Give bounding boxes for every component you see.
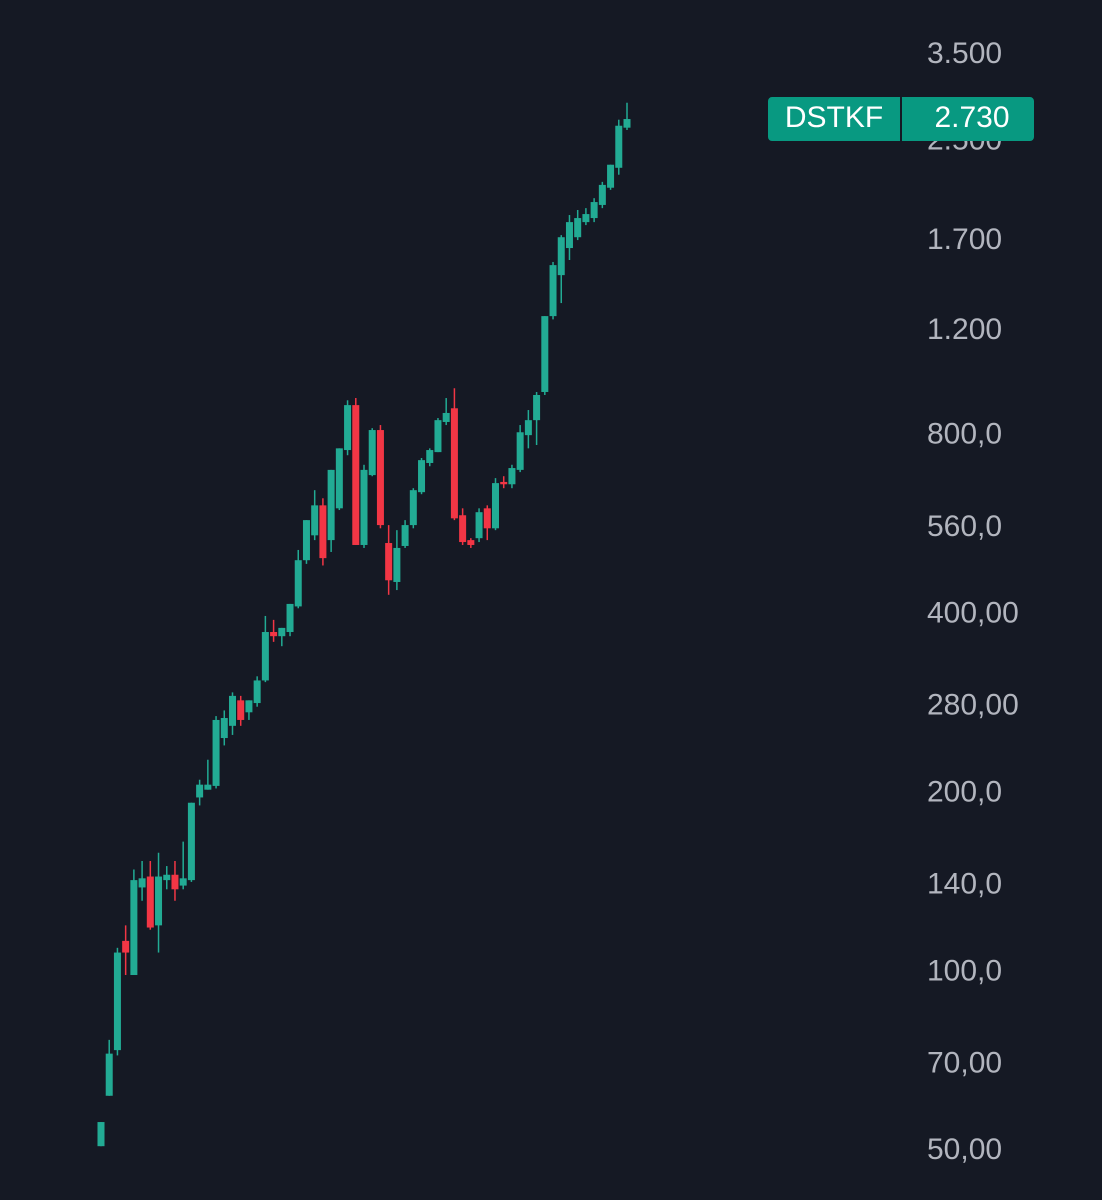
candle-body [598,184,606,205]
candle-body [409,490,417,526]
candle-body [475,512,483,539]
badge-symbol: DSTKF [785,101,883,134]
y-tick-label: 50,00 [927,1133,1002,1166]
candle-body [376,430,384,526]
y-tick-label: 1.200 [927,313,1002,346]
candle-body [368,430,376,476]
candle-body [237,700,245,720]
y-tick-label: 3.500 [927,37,1002,70]
badge-price: 2.730 [934,101,1009,134]
candle-body [360,469,368,545]
candle-body [204,784,212,790]
candle-body [163,874,171,881]
candle-body [212,719,220,786]
candle-body [557,237,565,276]
candle-body [549,265,557,317]
candle-body [450,408,458,519]
y-tick-label: 200,0 [927,775,1002,808]
y-axis: 3.5002.5001.7001.200800,0560,0400,00280,… [927,37,1019,1166]
candle-body [524,420,532,436]
candle-body [327,469,335,541]
candle-body [582,214,590,223]
candle-body [261,632,269,681]
candle-body [418,460,426,493]
candle-body [574,218,582,238]
candle-body [352,405,360,545]
candle-body [615,125,623,168]
candle-body [565,222,573,249]
candle-body [385,543,393,581]
candle-body [516,432,524,470]
y-tick-label: 560,0 [927,510,1002,543]
candle-body [607,164,615,188]
candle-body [179,878,187,886]
candle-body [196,784,204,798]
candle-body [508,468,516,485]
candle-body [533,395,541,421]
candle-body [434,420,442,453]
candle-body [138,878,146,888]
candle-body [155,876,163,926]
y-tick-label: 800,0 [927,418,1002,451]
candle-body [344,405,352,451]
candle-body [492,483,499,529]
candle-body [483,508,491,529]
candle-body [335,448,343,509]
candle-body [467,540,475,545]
candle-body [97,1122,105,1147]
candle-body [270,632,278,637]
candle-body [187,802,195,881]
candle-body [302,520,310,561]
candle-body [401,525,409,546]
y-tick-label: 100,0 [927,954,1002,987]
candle-body [311,505,319,536]
candle-body [541,316,549,392]
candle-body [171,874,179,890]
candle-body [105,1053,113,1096]
price-badge: DSTKF 2.730 [768,97,1034,142]
candle-body [459,515,467,543]
candle-body [146,876,154,928]
candle-body [286,603,294,633]
candle-body [294,560,302,607]
candle-body [442,412,450,422]
candle-body [590,202,598,219]
candle-body [500,481,508,485]
candle-body [278,627,286,637]
y-tick-label: 400,00 [927,597,1019,630]
candle-body [130,880,138,976]
y-tick-label: 1.700 [927,223,1002,256]
candle-body [113,952,121,1051]
candles [97,102,631,1147]
y-tick-label: 70,00 [927,1046,1002,1079]
candle-body [623,119,631,128]
y-tick-label: 280,00 [927,689,1019,722]
candle-body [253,680,261,704]
candle-body [245,700,253,713]
candle-body [229,695,236,726]
candle-body [220,718,228,739]
candle-body [319,505,327,559]
y-tick-label: 140,0 [927,868,1002,901]
candle-body [393,547,401,582]
candle-body [122,940,130,953]
candle-body [426,450,434,463]
